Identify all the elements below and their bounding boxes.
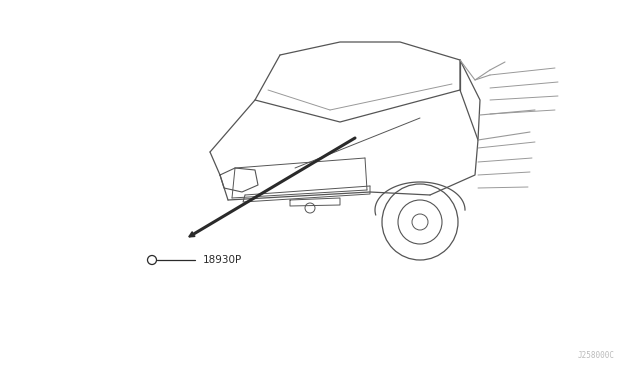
Text: J258000C: J258000C bbox=[578, 351, 615, 360]
Text: 18930P: 18930P bbox=[203, 255, 243, 265]
